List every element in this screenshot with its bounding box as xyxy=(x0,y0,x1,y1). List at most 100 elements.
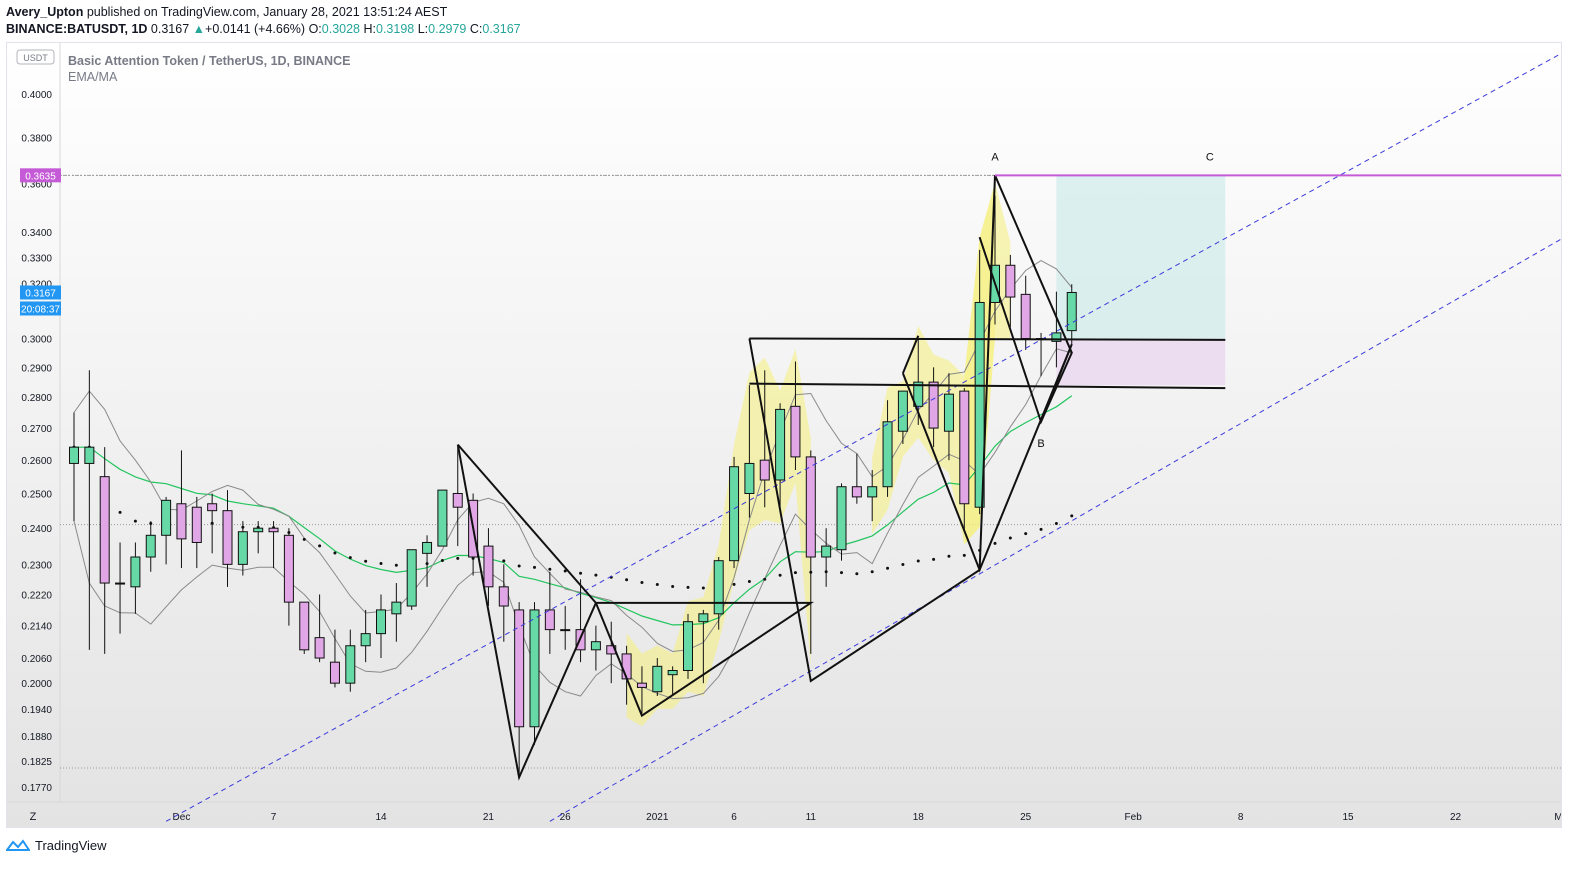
x-tick-label: 15 xyxy=(1342,812,1354,823)
chart-area[interactable]: 0.4000 0.3800 0.3600 0.3400 0.3300 0.3200 0.30… xyxy=(6,42,1562,828)
ma-dot xyxy=(394,563,398,567)
x-tick-label: 18 xyxy=(913,812,925,823)
ma-dot xyxy=(364,559,368,563)
candle-body xyxy=(974,301,985,508)
label-a: A xyxy=(991,151,999,163)
price-tags: 0.3635 0.3167 20:08:37 xyxy=(20,168,61,316)
candle-body xyxy=(437,489,448,547)
chart-title: Basic Attention Token / TetherUS, 1D, BI… xyxy=(68,54,350,68)
x-tick-label: 22 xyxy=(1450,812,1462,823)
countdown-tag-box xyxy=(20,301,61,316)
candle-body xyxy=(498,586,509,607)
candle-body xyxy=(176,503,187,540)
currency-badge-text: USDT xyxy=(23,53,48,63)
pattern-leg xyxy=(901,335,920,374)
ma-dot xyxy=(932,557,936,561)
candle-body xyxy=(207,503,218,512)
ma-dot xyxy=(563,569,567,573)
ma-dot xyxy=(701,586,705,590)
ma-dot xyxy=(517,564,521,568)
indicator-legend[interactable]: EMA/MA xyxy=(68,70,118,84)
ma-dot xyxy=(640,580,644,584)
target-price-tag-box xyxy=(20,168,61,183)
y-tick-label: 0.2060 xyxy=(21,654,52,665)
ma-dot xyxy=(655,583,659,587)
candle-body xyxy=(314,637,325,659)
currency-badge[interactable] xyxy=(16,49,55,65)
y-tick-label: 0.3800 xyxy=(21,134,52,145)
ma-dot xyxy=(886,566,890,570)
candle-body xyxy=(299,601,310,651)
ma-dot xyxy=(870,570,874,574)
y-tick-label: 0.3600 xyxy=(21,180,52,191)
ma-dot xyxy=(947,554,951,558)
indicator-lines xyxy=(72,260,1074,700)
candle-body xyxy=(360,633,371,647)
x-tick-label: 21 xyxy=(483,812,495,823)
candle-body xyxy=(683,621,693,672)
candle-body xyxy=(621,653,632,680)
candle-body xyxy=(913,381,924,407)
drawings: A B C xyxy=(60,53,1561,822)
close-value: 0.3167 xyxy=(482,22,521,36)
y-tick-label: 0.2800 xyxy=(21,393,52,404)
ma-dot xyxy=(778,573,782,577)
pattern-triangle xyxy=(594,601,815,718)
candle-body xyxy=(928,381,939,429)
y-tick-label: 0.3300 xyxy=(21,254,52,265)
ma-dot xyxy=(916,559,920,563)
ma-high-line xyxy=(73,260,1073,653)
zoom-button[interactable]: Z xyxy=(30,811,37,823)
y-tick-label: 0.1825 xyxy=(21,757,52,768)
footer-brand[interactable]: TradingView xyxy=(35,838,107,853)
candle-body xyxy=(713,560,724,615)
candle-body xyxy=(422,541,433,554)
y-tick-label: 0.3000 xyxy=(21,335,52,346)
candle-body xyxy=(836,486,847,551)
candle-body xyxy=(790,405,801,458)
candle-body xyxy=(729,466,740,562)
y-tick-label: 0.4000 xyxy=(21,90,52,101)
ohlc-info: BINANCE:BATUSDT, 1D 0.3167 ▲+0.0141 (+4.… xyxy=(6,22,521,36)
pattern-triangle xyxy=(456,443,598,781)
ma-dot xyxy=(133,519,137,523)
label-c: C xyxy=(1206,151,1214,163)
candle-body xyxy=(636,682,647,688)
candle-body xyxy=(161,499,172,536)
candle-body xyxy=(345,645,356,684)
label-b: B xyxy=(1037,438,1044,450)
candle-body xyxy=(529,609,540,728)
x-tick-label: Feb xyxy=(1125,812,1143,823)
candle-body xyxy=(759,459,770,481)
y-tick-label: 0.3400 xyxy=(21,228,52,239)
candlestick-chart[interactable]: 0.4000 0.3800 0.3600 0.3400 0.3300 0.3200 0.30… xyxy=(7,43,1562,828)
ma-dot xyxy=(1039,527,1043,531)
ma-dot xyxy=(118,510,122,514)
price-axis: 0.4000 0.3800 0.3600 0.3400 0.3300 0.3200 0.30… xyxy=(21,90,52,794)
candle-body xyxy=(391,601,402,615)
ma-dot xyxy=(548,567,552,571)
candle-body xyxy=(99,476,110,584)
x-tick-label: 7 xyxy=(271,812,277,823)
candle-body xyxy=(329,661,340,684)
candle-body xyxy=(130,556,141,588)
candle-body xyxy=(821,545,832,558)
ma-dot xyxy=(993,541,997,545)
x-tick-label: 14 xyxy=(375,812,387,823)
candles xyxy=(69,195,1077,778)
candle-body xyxy=(191,506,202,543)
ma-dot xyxy=(625,578,629,582)
y-tick-label: 0.2220 xyxy=(21,590,52,601)
open-value: 0.3028 xyxy=(321,22,361,36)
author-name[interactable]: Avery_Upton xyxy=(6,5,84,19)
candle-body xyxy=(851,486,862,498)
current-price-tag-box xyxy=(20,285,61,300)
target-zone xyxy=(1056,175,1226,339)
x-tick-label: 8 xyxy=(1238,812,1244,823)
candle-body xyxy=(268,527,279,533)
ma-dot xyxy=(793,571,797,575)
time-axis: Dec 7 14 21 26 2021 6 11 18 25 Feb 8 15 22 Mar xyxy=(173,812,1561,823)
ma-dot xyxy=(901,563,905,567)
y-tick-label: 0.1940 xyxy=(21,705,52,716)
y-tick-label: 0.2400 xyxy=(21,524,52,535)
